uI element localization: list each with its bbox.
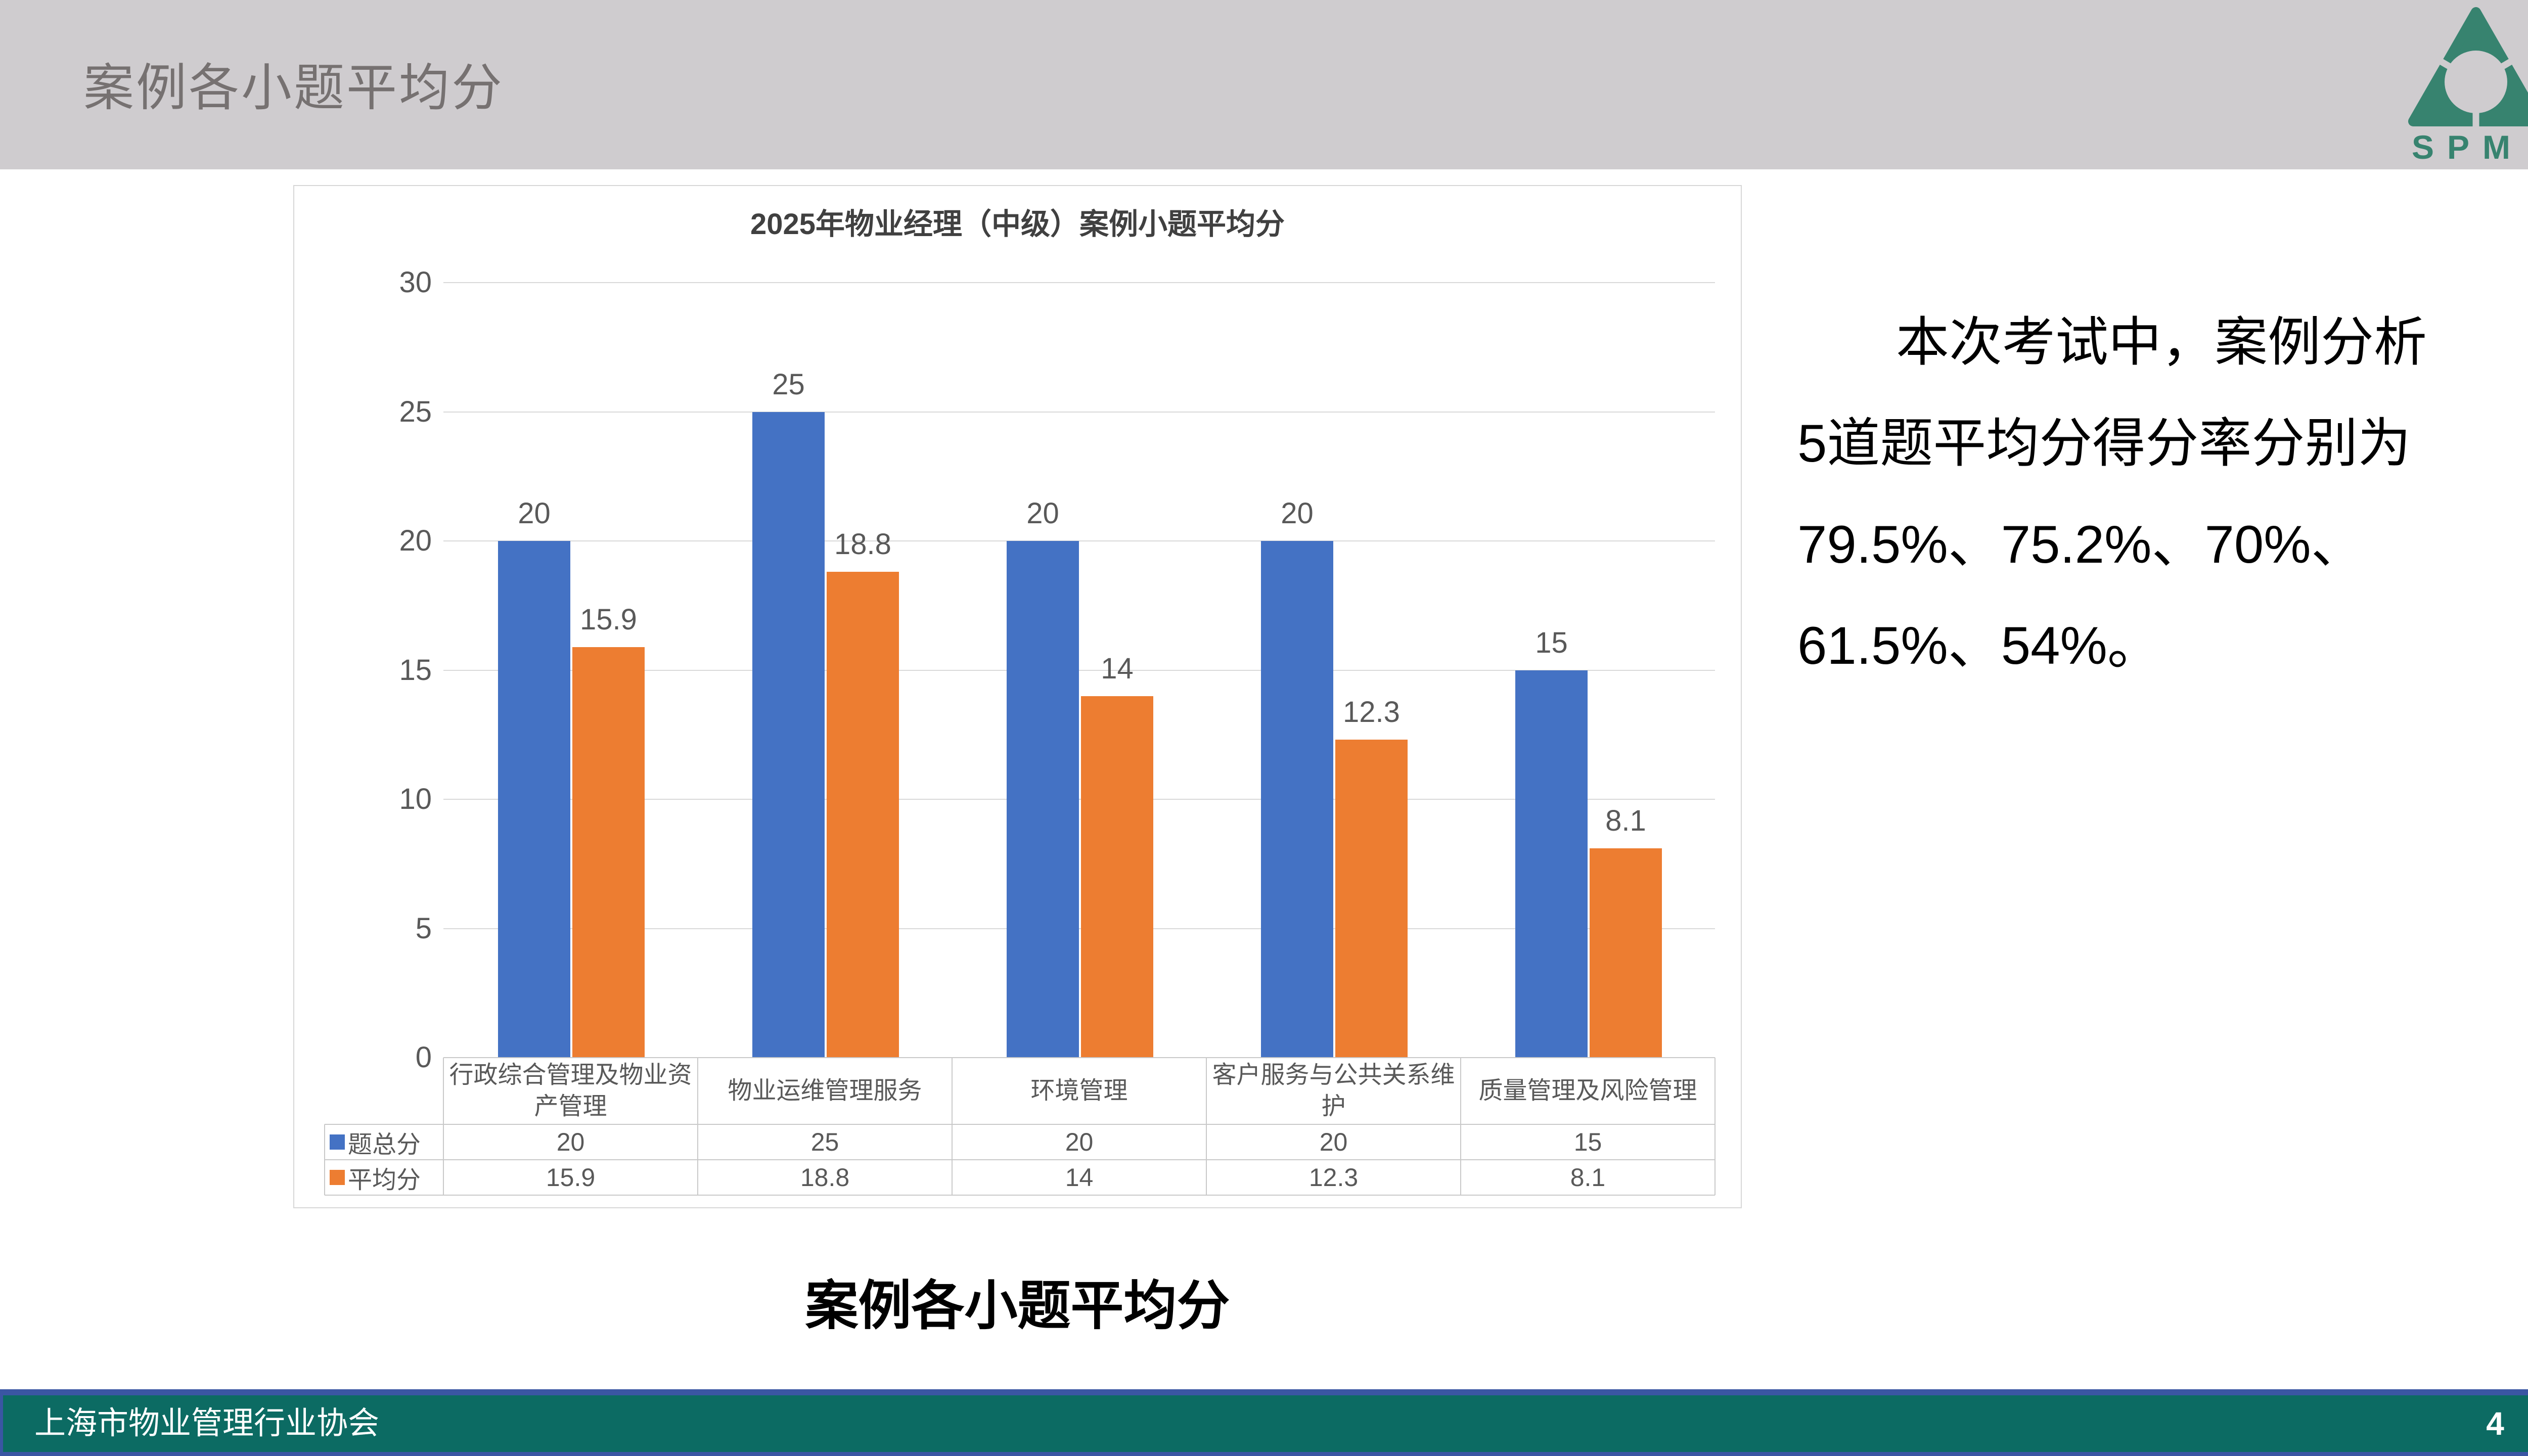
bar-value-label: 15.9 (580, 603, 637, 636)
footer-bar: 上海市物业管理行业协会 4 (0, 1389, 2528, 1456)
bar-value-label: 12.3 (1343, 696, 1400, 729)
bar-平均分 (1590, 848, 1662, 1058)
analysis-text: 本次考试中，案例分析 5道题平均分得分率分别为 79.5%、75.2%、70%、… (1797, 292, 2490, 697)
table-border (325, 1124, 1715, 1125)
legend-swatch (330, 1170, 345, 1185)
gridline (443, 282, 1715, 283)
value-cell: 14 (1065, 1163, 1094, 1192)
bar-题总分 (752, 412, 825, 1058)
y-tick-label: 30 (399, 266, 432, 299)
value-cell: 8.1 (1570, 1163, 1606, 1192)
analysis-line: 79.5%、75.2%、70%、 (1797, 515, 2364, 574)
table-border (324, 1124, 325, 1195)
bar-平均分 (1081, 696, 1153, 1058)
page-title: 案例各小题平均分 (83, 60, 504, 116)
category-header-cell: 物业运维管理服务 (728, 1077, 922, 1104)
bar-题总分 (1515, 670, 1588, 1058)
bar-chart: 0 5 10 15 20 25 30 20 25 20 20 15 15.9 18.8 14 12.3 8.1 行… (294, 186, 1741, 1207)
analysis-line: 61.5%、54%。 (1797, 616, 2160, 675)
bar-平均分 (572, 647, 645, 1058)
bar-题总分 (1261, 541, 1333, 1058)
gridline (443, 540, 1715, 541)
legend-swatch (330, 1134, 345, 1150)
table-border (443, 1057, 1715, 1058)
bar-value-label: 25 (772, 368, 805, 401)
chart-title: 2025年物业经理（中级）案例小题平均分 (750, 208, 1285, 241)
legend-cell: 题总分 (325, 1124, 443, 1160)
table-border (697, 1058, 698, 1195)
logo-circle-icon (2445, 51, 2507, 113)
y-tick-label: 10 (399, 783, 432, 815)
bar-value-label: 18.8 (834, 528, 891, 561)
bar-题总分 (498, 541, 570, 1058)
table-border (1714, 1058, 1716, 1195)
y-tick-label: 25 (399, 395, 432, 428)
bar-value-label: 14 (1101, 652, 1134, 685)
gridline (443, 669, 1715, 671)
category-header-cell: 行政综合管理及物业资产管理 (449, 1062, 692, 1120)
header-bar: 案例各小题平均分 (0, 0, 2528, 169)
category-header-cell: 质量管理及风险管理 (1478, 1077, 1697, 1104)
footer-org: 上海市物业管理行业协会 (34, 1406, 380, 1441)
logo-text: SPM (2412, 128, 2523, 166)
gridline (443, 799, 1715, 800)
y-tick-label: 15 (399, 653, 432, 687)
footer-accent: 上海市物业管理行业协会 4 (3, 1395, 2528, 1452)
legend-cell: 平均分 (325, 1160, 443, 1195)
value-cell: 12.3 (1308, 1163, 1359, 1192)
value-cell: 20 (1065, 1128, 1094, 1156)
table-border (1206, 1058, 1207, 1195)
value-cell: 20 (1319, 1128, 1348, 1156)
value-cell: 18.8 (800, 1163, 850, 1192)
analysis-line: 本次考试中，案例分析 (1896, 313, 2427, 372)
chart-card: 2025年物业经理（中级）案例小题平均分 0 5 10 15 20 25 30 20 25 20 2… (293, 185, 1742, 1208)
bar-平均分 (827, 572, 899, 1058)
category-header-cell: 客户服务与公共关系维护 (1212, 1062, 1455, 1120)
gridline (443, 928, 1715, 929)
spm-logo: SPM ® (2408, 7, 2528, 166)
bar-value-label: 8.1 (1605, 804, 1646, 838)
y-tick-label: 5 (415, 912, 432, 945)
value-cell: 25 (810, 1128, 839, 1156)
chart-caption: 案例各小题平均分 (805, 1277, 1230, 1336)
bar-平均分 (1335, 740, 1408, 1058)
gridline (443, 411, 1715, 413)
y-tick-label: 20 (399, 524, 432, 557)
table-border (325, 1159, 1715, 1160)
table-border (443, 1058, 444, 1195)
value-cell: 20 (556, 1128, 585, 1156)
value-cell: 15.9 (546, 1163, 596, 1192)
bar-value-label: 15 (1535, 626, 1568, 659)
y-tick-label: 0 (415, 1041, 432, 1074)
table-border (325, 1195, 1715, 1196)
bar-value-label: 20 (1281, 497, 1314, 530)
legend-label: 平均分 (348, 1167, 421, 1194)
table-border (1460, 1058, 1461, 1195)
analysis-line: 5道题平均分得分率分别为 (1797, 414, 2411, 473)
bar-题总分 (1007, 541, 1079, 1058)
bar-value-label: 20 (518, 497, 551, 530)
category-header-cell: 环境管理 (1030, 1077, 1128, 1104)
table-border (952, 1058, 953, 1195)
page-number: 4 (2486, 1405, 2504, 1442)
legend-label: 题总分 (348, 1131, 421, 1158)
bar-value-label: 20 (1026, 497, 1059, 530)
value-cell: 15 (1573, 1128, 1602, 1156)
